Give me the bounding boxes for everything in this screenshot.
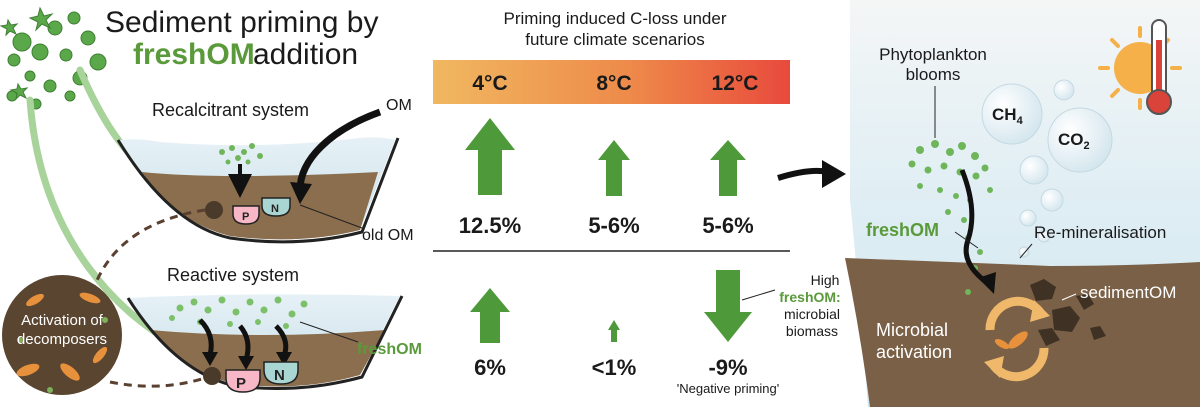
title-addition: addition xyxy=(253,38,358,71)
sediment-om-clumps xyxy=(1030,279,1106,346)
high-note-line2: freshOM: xyxy=(779,289,840,305)
arrow-head xyxy=(238,356,254,370)
gas-bubbles xyxy=(981,79,1113,258)
title-freshom: freshOM xyxy=(133,38,255,71)
right-freshom-leader xyxy=(954,231,979,249)
arrow-head xyxy=(202,352,218,366)
recalcitrant-sediment xyxy=(142,172,378,240)
microbial-line2: activation xyxy=(876,342,952,362)
ch4-label: CH4 xyxy=(992,105,1024,127)
temp-8: 8°C xyxy=(596,72,631,95)
p-bowl-reactive: P xyxy=(225,369,261,393)
phyto-line2: blooms xyxy=(906,65,961,84)
n-bowl-recalcitrant: N xyxy=(261,197,291,217)
microbial-cycle-icon xyxy=(984,296,1050,382)
high-note-line4: biomass xyxy=(786,323,838,339)
dashed-connector-top xyxy=(88,208,206,301)
decomposers-line1: Activation of xyxy=(21,312,104,329)
decomposers-badge: Activation of decomposers xyxy=(2,275,122,395)
reactive-label: Reactive system xyxy=(167,265,299,285)
title-line1: Sediment priming by xyxy=(105,6,378,39)
svg-text:N: N xyxy=(271,203,279,215)
old-om-label: old OM xyxy=(362,227,414,244)
arrow-head xyxy=(978,272,996,294)
middle-heading-line2: future climate scenarios xyxy=(525,30,705,49)
sediment-om-label: sedimentOM xyxy=(1080,283,1176,302)
recalcitrant-basin-outline xyxy=(116,137,400,244)
reactive-up-arrow-8c xyxy=(608,320,620,342)
fresh-om-leader xyxy=(299,321,359,343)
phyto-line1: Phytoplankton xyxy=(879,45,987,64)
remin-leader xyxy=(1019,243,1033,259)
reactive-freshom-label: freshOM xyxy=(357,341,422,358)
recalcitrant-up-arrow-4c xyxy=(465,118,515,195)
svg-text:N: N xyxy=(274,367,285,384)
dashed-connector-bottom xyxy=(109,376,206,388)
negative-priming-label: 'Negative priming' xyxy=(677,381,780,396)
p-bowl-recalcitrant: P xyxy=(232,205,260,225)
temp-4: 4°C xyxy=(472,72,507,95)
middle-heading-line1: Priming induced C-loss under xyxy=(504,9,727,28)
sediment-om-leader xyxy=(1061,293,1077,301)
high-note-line1: High xyxy=(811,272,840,288)
om-label: OM xyxy=(386,97,412,114)
om-input-arrow xyxy=(296,108,382,191)
reactive-down-arrow-12c xyxy=(704,270,752,342)
svg-text:P: P xyxy=(236,375,246,392)
recalcitrant-algae-icon xyxy=(219,143,263,165)
reactive-up-arrow-4c xyxy=(470,288,510,343)
recalcitrant-value-4c: 12.5% xyxy=(459,213,521,238)
temperature-gradient-bar xyxy=(433,60,790,104)
high-note-leader xyxy=(741,289,776,301)
reactive-dark-node xyxy=(203,367,221,385)
high-note-line3: microbial xyxy=(784,306,840,322)
recalcitrant-value-8c: 5-6% xyxy=(588,213,639,238)
recalcitrant-value-12c: 5-6% xyxy=(702,213,753,238)
to-right-panel-arrow xyxy=(777,167,829,181)
fresh-om-sinking-arrow xyxy=(959,169,988,284)
arrow-head xyxy=(276,352,292,366)
n-bowl-reactive: N xyxy=(263,361,299,385)
recalcitrant-up-arrow-8c xyxy=(598,140,630,196)
old-om-leader xyxy=(299,204,363,229)
arrow-head xyxy=(822,160,846,188)
co2-label: CO2 xyxy=(1058,130,1090,152)
reactive-value-8c: <1% xyxy=(592,355,637,380)
thermometer-icon xyxy=(1146,19,1172,115)
reactive-value-4c: 6% xyxy=(474,355,506,380)
arrow-head xyxy=(290,182,312,204)
reactive-value-12c: -9% xyxy=(708,355,747,380)
microbial-line1: Microbial xyxy=(876,320,948,340)
temp-12: 12°C xyxy=(712,72,759,95)
reactive-arrow-1 xyxy=(198,318,214,356)
algae-cluster-icon xyxy=(0,6,107,110)
reactive-algae-icon xyxy=(169,296,308,329)
remin-label: Re-mineralisation xyxy=(1034,223,1166,242)
right-freshom-label: freshOM xyxy=(866,220,939,240)
recalcitrant-up-arrow-12c xyxy=(710,140,746,196)
recalcitrant-label: Recalcitrant system xyxy=(152,100,309,120)
decomposers-line2: decomposers xyxy=(17,331,107,348)
recalcitrant-dark-node xyxy=(205,201,223,219)
svg-text:P: P xyxy=(242,211,249,223)
